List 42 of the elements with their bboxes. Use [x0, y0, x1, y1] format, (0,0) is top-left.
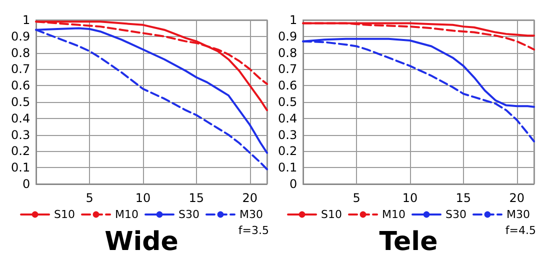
y-tick-label: 1: [22, 13, 30, 27]
x-tick-label: 20: [509, 191, 525, 205]
y-tick-label: 0.1: [10, 160, 30, 175]
x-tick-label: 5: [86, 191, 94, 205]
y-tick-label: 0.7: [278, 62, 298, 76]
y-tick-label: 0.5: [278, 95, 298, 109]
y-tick-label: 0.5: [10, 95, 30, 109]
x-tick-label: 5: [352, 191, 360, 205]
text: Tele: [379, 227, 438, 257]
y-tick-label: 0.2: [278, 144, 298, 158]
text: f=4.5: [505, 224, 536, 237]
x-tick-label: 20: [242, 191, 258, 205]
y-tick-label: 0: [289, 177, 298, 191]
y-tick-label: 0.4: [278, 111, 298, 126]
x-tick-label: 15: [456, 191, 472, 205]
text: Wide: [104, 227, 178, 257]
y-tick-label: 0.6: [10, 78, 30, 93]
y-tick-label: 0.8: [278, 46, 298, 60]
y-tick-label: 0.8: [10, 46, 30, 60]
legend-label: S30: [178, 208, 200, 221]
x-tick-label: 15: [188, 191, 204, 205]
legend-label: S10: [321, 208, 342, 221]
y-tick-label: 0.7: [10, 62, 30, 76]
x-tick-label: 10: [402, 191, 418, 205]
x-tick-label: 10: [135, 191, 151, 205]
legend-label: S30: [446, 208, 466, 221]
y-tick-label: 0.3: [10, 128, 30, 142]
legend-label: M10: [115, 208, 139, 221]
y-tick-label: 0.3: [278, 128, 298, 142]
y-tick-label: 0.6: [278, 78, 298, 93]
y-tick-label: 0.2: [10, 144, 30, 158]
legend-label: S10: [54, 208, 76, 221]
legend-label: M10: [382, 208, 406, 221]
legend-label: M30: [506, 208, 530, 221]
text: f=3.5: [238, 224, 270, 237]
y-tick-label: 0.9: [278, 29, 298, 44]
y-tick-label: 1: [289, 13, 298, 27]
legend-label: M30: [239, 208, 263, 221]
y-tick-label: 0.9: [10, 29, 30, 44]
y-tick-label: 0: [22, 177, 30, 191]
y-tick-label: 0.1: [278, 160, 298, 175]
y-tick-label: 0.4: [10, 111, 30, 126]
